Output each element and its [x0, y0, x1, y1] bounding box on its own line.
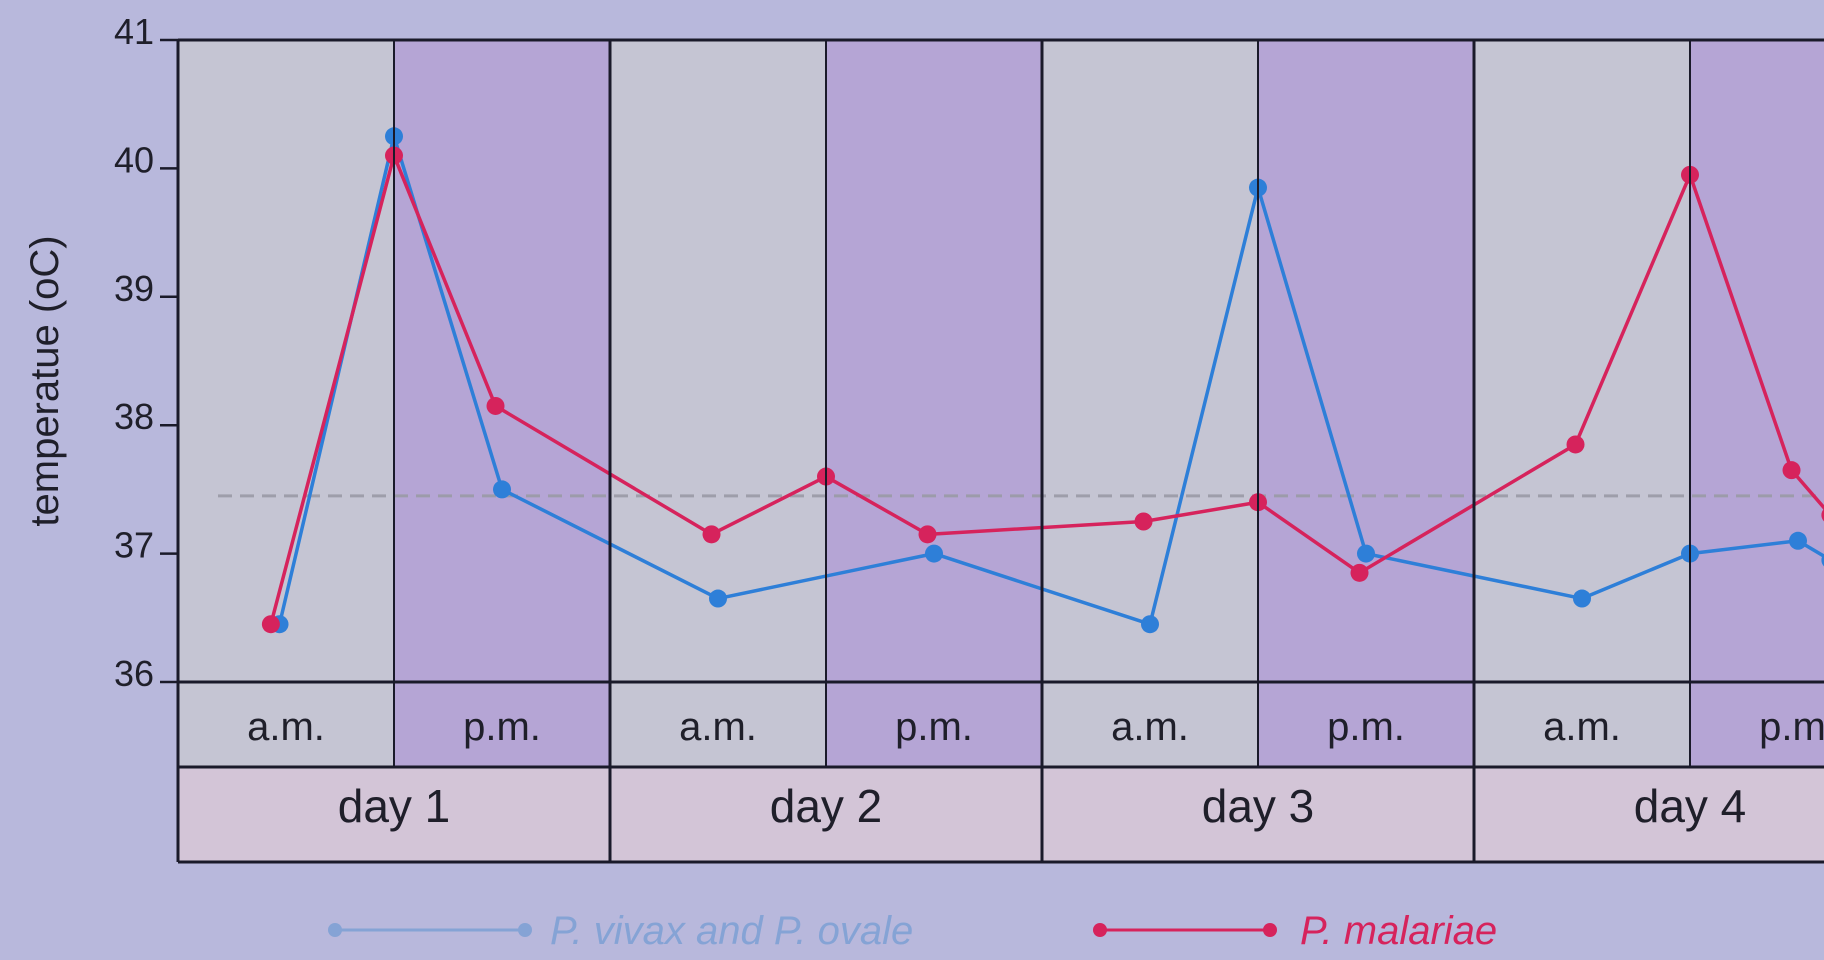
x-category-label: p.m. — [1327, 705, 1405, 749]
pm-band — [1690, 40, 1824, 767]
data-point-vivax-ovale — [1357, 544, 1375, 563]
day-row-band — [178, 767, 1824, 862]
legend-marker-malariae — [1263, 923, 1277, 937]
y-tick-label: 36 — [114, 653, 154, 694]
legend-marker-malariae — [1093, 923, 1107, 937]
series-line-vivax-ovale — [277, 134, 1824, 626]
x-category-label: p.m. — [1759, 705, 1824, 749]
data-point-malariae — [486, 396, 505, 415]
day-label: day 4 — [1634, 780, 1747, 832]
day-label: day 2 — [770, 780, 883, 832]
day-label: day 3 — [1202, 780, 1315, 832]
x-category-label: a.m. — [1111, 705, 1189, 749]
x-category-label: p.m. — [895, 705, 973, 749]
data-point-vivax-ovale — [1821, 553, 1824, 567]
data-point-malariae — [1134, 512, 1153, 531]
y-tick-label: 41 — [114, 11, 154, 52]
day-label: day 1 — [338, 780, 451, 832]
data-point-malariae — [1821, 508, 1824, 522]
pm-band — [826, 40, 1042, 767]
legend-marker-vivax-ovale — [518, 923, 532, 937]
x-category-label: p.m. — [463, 705, 541, 749]
data-point-malariae — [1566, 435, 1585, 454]
pm-band — [1258, 40, 1474, 767]
am-band — [178, 40, 394, 767]
data-point-vivax-ovale — [925, 544, 943, 563]
y-tick-label: 39 — [114, 268, 154, 309]
data-point-malariae — [1350, 563, 1369, 582]
legend-marker-vivax-ovale — [328, 923, 342, 937]
am-band — [1474, 40, 1690, 767]
x-category-label: a.m. — [679, 705, 757, 749]
data-point-malariae — [702, 525, 721, 544]
am-band — [1042, 40, 1258, 767]
data-point-vivax-ovale — [1789, 531, 1807, 550]
legend-label-vivax-ovale: P. vivax and P. ovale — [550, 909, 913, 953]
y-tick-label: 37 — [114, 525, 154, 566]
data-point-vivax-ovale — [1141, 615, 1159, 634]
data-point-vivax-ovale — [1573, 589, 1591, 608]
data-point-malariae — [918, 525, 937, 544]
data-point-vivax-ovale — [493, 480, 511, 499]
data-point-vivax-ovale — [709, 589, 727, 608]
data-point-malariae — [1782, 461, 1801, 480]
y-tick-label: 38 — [114, 396, 154, 437]
x-category-label: a.m. — [247, 705, 325, 749]
y-tick-label: 40 — [114, 139, 154, 180]
data-point-malariae — [261, 615, 280, 634]
legend-label-malariae: P. malariae — [1300, 909, 1497, 953]
y-axis-label: temperatue (oC) — [23, 235, 67, 526]
x-category-label: a.m. — [1543, 705, 1621, 749]
am-band — [610, 40, 826, 767]
